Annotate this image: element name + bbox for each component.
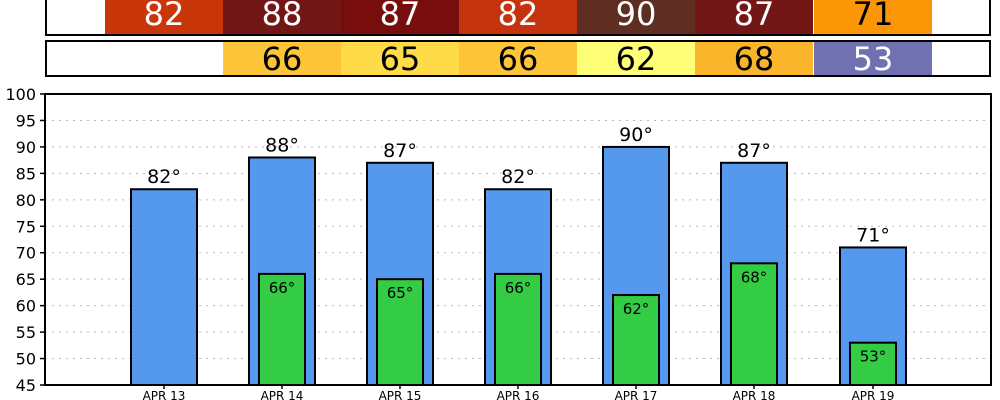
low-temp-cell-6: 68 xyxy=(695,40,813,78)
high-temp-cell-2: 88 xyxy=(223,0,341,34)
y-tick-label: 70 xyxy=(16,244,36,263)
high-temp-cell-4: 82 xyxy=(459,0,577,34)
high-temp-cell-5: 90 xyxy=(577,0,695,34)
low-temp-cell-3: 65 xyxy=(341,40,459,78)
high-value-label: 82° xyxy=(501,166,535,188)
y-tick-label: 55 xyxy=(16,323,36,342)
low-value-label: 66° xyxy=(269,279,296,297)
y-tick-label: 95 xyxy=(16,111,36,130)
y-tick-label: 45 xyxy=(16,376,36,395)
high-value-label: 88° xyxy=(265,134,299,156)
low-bar xyxy=(730,262,778,387)
low-value-label: 66° xyxy=(505,279,532,297)
high-value-label: 87° xyxy=(383,140,417,162)
high-temp-cell-7: 71 xyxy=(814,0,932,34)
high-temp-cell-6: 87 xyxy=(695,0,813,34)
x-tick-label: APR 15 xyxy=(379,389,422,400)
low-value-label: 53° xyxy=(860,348,887,366)
temperature-bar-chart: 45 50 55 60 65 70 75 80 85 90 95 100 82° APR 13 88° 66°… xyxy=(5,85,992,400)
low-temp-cell-7: 53 xyxy=(814,40,932,78)
y-tick-label: 90 xyxy=(16,138,36,157)
x-tick-label: APR 14 xyxy=(261,389,304,400)
low-bar xyxy=(494,272,542,387)
x-tick-label: APR 16 xyxy=(497,389,540,400)
low-temp-cell-4: 66 xyxy=(459,40,577,78)
x-tick-label: APR 17 xyxy=(615,389,658,400)
x-tick-label: APR 19 xyxy=(852,389,895,400)
high-value-label: 71° xyxy=(856,224,890,246)
y-tick-label: 60 xyxy=(16,297,36,316)
y-tick-label: 65 xyxy=(16,270,36,289)
y-tick-label: 100 xyxy=(5,85,36,104)
x-tick-label: APR 13 xyxy=(143,389,186,400)
low-value-label: 68° xyxy=(741,268,768,286)
high-bar xyxy=(130,188,198,387)
y-tick-label: 80 xyxy=(16,191,36,210)
high-temp-cell-1: 82 xyxy=(105,0,223,34)
low-value-label: 62° xyxy=(623,300,650,318)
high-value-label: 87° xyxy=(737,140,771,162)
x-tick-label: APR 18 xyxy=(733,389,776,400)
y-tick-label: 85 xyxy=(16,164,36,183)
high-temperature-strip: 82 88 87 82 90 87 71 xyxy=(45,0,991,36)
low-temperature-strip: 66 65 66 62 68 53 xyxy=(45,40,991,78)
low-bar xyxy=(376,278,424,387)
high-value-label: 82° xyxy=(147,166,181,188)
low-temp-cell-5: 62 xyxy=(577,40,695,78)
high-value-label: 90° xyxy=(619,124,653,146)
low-bar xyxy=(612,294,660,387)
y-tick-label: 50 xyxy=(16,350,36,369)
y-tick-label: 75 xyxy=(16,217,36,236)
low-temp-cell-2: 66 xyxy=(223,40,341,78)
high-temp-cell-3: 87 xyxy=(341,0,459,34)
low-value-label: 65° xyxy=(387,284,414,302)
